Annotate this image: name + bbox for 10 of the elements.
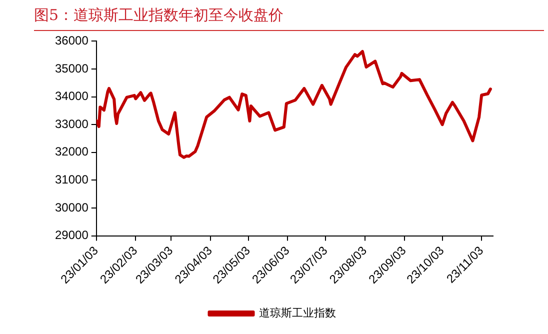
y-tick-label: 29000	[54, 228, 89, 242]
y-tick-label: 32000	[54, 144, 89, 159]
y-tick-label: 30000	[54, 200, 89, 214]
y-tick-label: 33000	[54, 116, 89, 131]
legend-label: 道琼斯工业指数	[258, 306, 336, 320]
chart-title: 图5：道琼斯工业指数年初至今收盘价	[34, 6, 544, 31]
y-tick-label: 35000	[54, 61, 89, 76]
y-tick-label: 36000	[54, 34, 89, 48]
y-tick-label: 31000	[54, 172, 89, 187]
y-tick-label: 34000	[54, 89, 89, 104]
